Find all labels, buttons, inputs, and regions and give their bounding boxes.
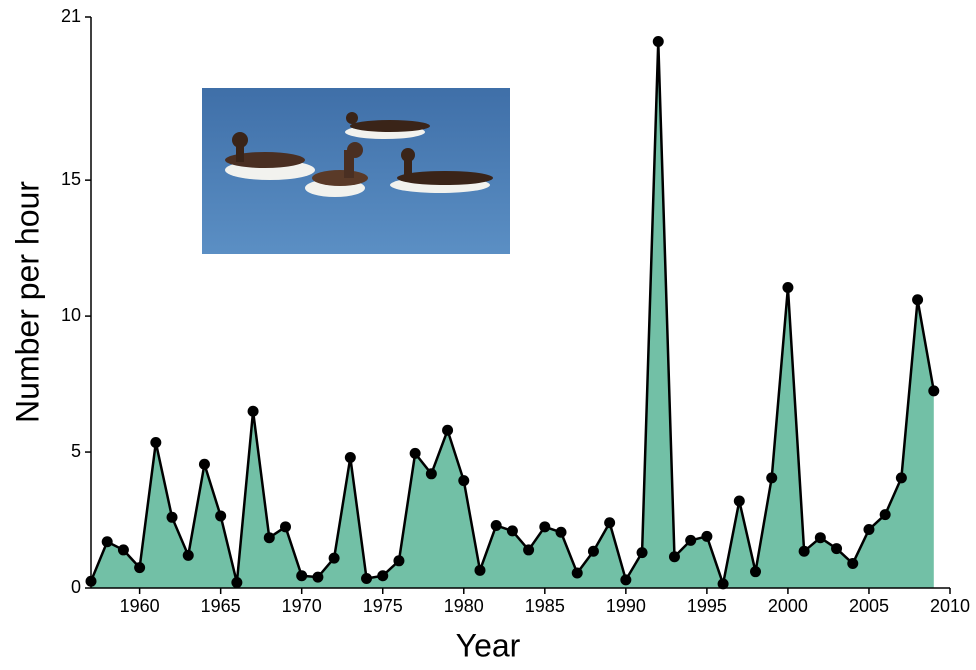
point [182,549,194,561]
x-tick-label: 1960 [120,596,160,616]
point [879,509,891,521]
point [847,558,859,570]
y-tick-label: 21 [61,6,81,26]
point [668,551,680,563]
point [766,472,778,484]
point [393,555,405,567]
area [91,41,934,588]
point [555,526,567,538]
y-axis-label: Number per hour [9,181,45,423]
x-tick-label: 2010 [930,596,970,616]
point [620,574,632,586]
point [247,405,259,417]
x-tick-label: 1990 [606,596,646,616]
x-tick-label: 1970 [282,596,322,616]
point [361,572,373,584]
point [442,424,454,436]
point [636,547,648,559]
y-tick-label: 0 [71,577,81,597]
point [604,517,616,529]
x-tick-label: 1980 [444,596,484,616]
point [409,447,421,459]
point [117,544,129,556]
point [928,385,940,397]
point [863,524,875,536]
point [685,534,697,546]
point [166,511,178,523]
y-tick-label: 10 [61,305,81,325]
point [912,294,924,306]
x-tick-label: 1975 [363,596,403,616]
x-axis-label: Year [456,627,521,663]
point [296,570,308,582]
point [717,578,729,590]
point [782,282,794,294]
point [539,521,551,533]
x-tick-label: 1985 [525,596,565,616]
point [328,552,340,564]
point [571,567,583,579]
point [474,564,486,576]
point [150,437,162,449]
y-tick-label: 5 [71,441,81,461]
point [377,570,389,582]
x-tick-label: 2005 [849,596,889,616]
point [831,543,843,555]
y-tick-label: 15 [61,169,81,189]
point [312,571,324,583]
point [733,495,745,507]
point [231,577,243,589]
point [814,532,826,544]
point [458,475,470,487]
point [798,545,810,557]
point [490,519,502,531]
point [134,562,146,574]
photo [202,88,510,254]
point [198,458,210,470]
point [652,35,664,47]
point [344,451,356,463]
point [215,510,227,522]
point [750,566,762,578]
point [587,545,599,557]
x-tick-label: 1995 [687,596,727,616]
point [425,468,437,480]
point [701,530,713,542]
x-tick-label: 1965 [201,596,241,616]
point [506,525,518,537]
point [279,521,291,533]
point [263,532,275,544]
point [523,544,535,556]
point [895,472,907,484]
x-tick-label: 2000 [768,596,808,616]
point [101,536,113,548]
